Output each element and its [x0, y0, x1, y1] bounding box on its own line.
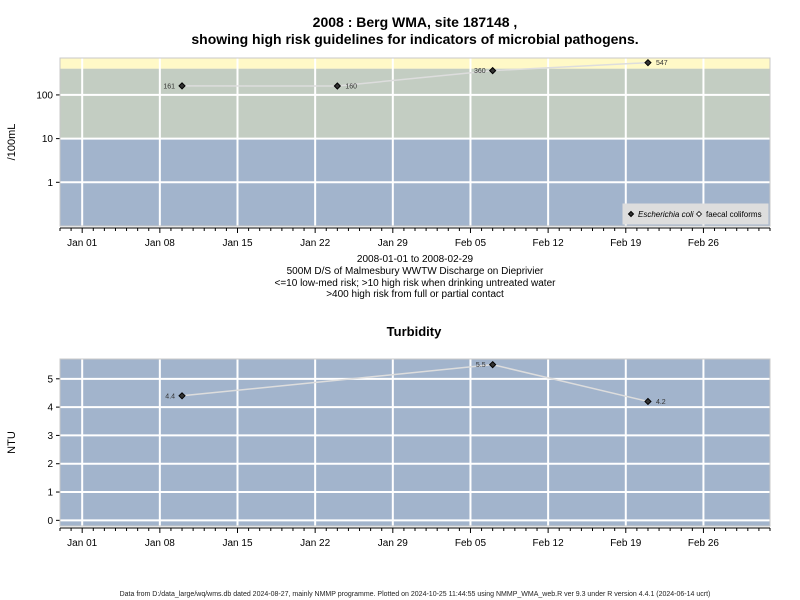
x-tick-label: Jan 08 — [145, 538, 175, 549]
risk-band-2 — [60, 58, 770, 69]
footer-source-note: Data from D:/data_large/wq/wms.db dated … — [120, 591, 711, 598]
legend-marker-filled — [627, 210, 635, 218]
plot-frame — [59, 57, 771, 227]
chart-title-line2: showing high risk guidelines for indicat… — [191, 31, 638, 47]
x-tick-label: Feb 26 — [688, 238, 720, 249]
data-point — [644, 397, 652, 406]
x-tick-label: Jan 29 — [378, 538, 408, 549]
y-tick-label: 4 — [47, 403, 53, 414]
y-tick-label: 100 — [36, 90, 53, 101]
data-label: 547 — [656, 60, 668, 67]
series-line — [182, 61, 649, 87]
y-tick-label: 1 — [47, 488, 53, 499]
y-tick-label: 0 — [47, 516, 53, 527]
x-tick-label: Jan 08 — [145, 238, 175, 249]
x-tick-label: Feb 05 — [455, 238, 487, 249]
y-axis-label: NTU — [6, 431, 18, 454]
plot-frame — [59, 358, 771, 527]
x-tick-label: Feb 12 — [533, 238, 565, 249]
y-axis-label: /100mL — [6, 124, 18, 161]
y-tick-label: 1 — [47, 178, 53, 189]
legend-label: Escherichia coli — [638, 210, 694, 219]
x-tick-label: Jan 15 — [222, 538, 252, 549]
turbidity-title: Turbidity — [387, 324, 442, 339]
x-tick-label: Jan 22 — [300, 538, 330, 549]
data-point — [488, 66, 497, 75]
x-tick-label: Jan 01 — [67, 238, 97, 249]
data-label: 161 — [163, 83, 175, 90]
data-point — [178, 392, 186, 400]
x-tick-label: Jan 01 — [67, 538, 97, 549]
subtitle-date-range: 2008-01-01 to 2008-02-29 — [357, 254, 474, 265]
y-tick-label: 2 — [47, 459, 53, 470]
data-point — [488, 360, 497, 369]
data-label: 4.2 — [656, 399, 666, 406]
data-point — [644, 58, 652, 67]
plot-background — [60, 359, 770, 526]
subtitle-contact-guideline: >400 high risk from full or partial cont… — [326, 289, 504, 300]
data-point — [333, 82, 342, 90]
data-label: 4.4 — [165, 393, 175, 400]
y-tick-label: 5 — [47, 374, 53, 385]
x-tick-label: Feb 05 — [455, 538, 487, 549]
x-tick-label: Feb 26 — [688, 538, 720, 549]
data-label: 5.5 — [476, 362, 486, 369]
turbidity-panel: 0 1 2 3 4 5 Jan 01 Jan 08 Jan 15 Jan 22 Jan 29 Feb … — [6, 358, 771, 549]
x-tick-label: Jan 22 — [300, 238, 330, 249]
legend-box — [622, 203, 769, 225]
legend-label: faecal coliforms — [706, 210, 762, 219]
subtitle-drinking-guideline: <=10 low-med risk; >10 high risk when dr… — [275, 278, 557, 289]
x-tick-label: Feb 19 — [610, 238, 642, 249]
subtitle-site-description: 500M D/S of Malmesbury WWTW Discharge on… — [287, 266, 544, 277]
y-tick-label: 3 — [47, 431, 53, 442]
data-point — [178, 82, 186, 90]
x-tick-label: Feb 19 — [610, 538, 642, 549]
risk-band-1 — [60, 68, 770, 139]
microbial-panel: 1 10 100 Jan 01 Jan 08 Jan 15 Jan 22 Jan 29 Feb … — [6, 57, 771, 249]
legend-marker-open — [695, 210, 703, 218]
data-label: 360 — [474, 68, 486, 75]
y-tick-label: 10 — [42, 134, 54, 145]
data-label: 160 — [345, 84, 357, 91]
x-tick-label: Feb 12 — [533, 538, 565, 549]
x-tick-label: Jan 29 — [378, 238, 408, 249]
chart-title-line1: 2008 : Berg WMA, site 187148 , — [313, 14, 518, 30]
x-tick-label: Jan 15 — [222, 238, 252, 249]
